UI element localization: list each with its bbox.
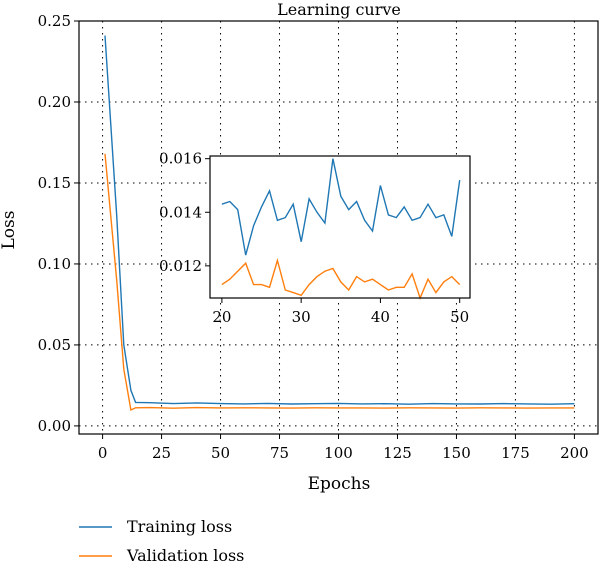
y-axis-label: Loss — [0, 211, 19, 250]
y-tick-label: 0.10 — [38, 255, 71, 273]
main-y-ticks: 0.00 0.05 0.10 0.15 0.20 0.25 — [38, 12, 79, 435]
main-series — [104, 35, 575, 412]
y-tick-label: 0.20 — [38, 93, 71, 111]
inset-background — [210, 156, 470, 298]
legend-label-validation: Validation loss — [126, 546, 244, 562]
inset-y-tick-label: 0.016 — [159, 150, 202, 168]
x-tick-label: 125 — [383, 444, 412, 462]
inset-x-ticks: 20 30 40 50 — [212, 298, 469, 326]
y-tick-label: 0.05 — [38, 336, 71, 354]
inset-y-ticks: 0.012 0.014 0.016 — [159, 150, 210, 275]
inset-x-tick-label: 20 — [212, 308, 231, 326]
x-tick-label: 75 — [270, 444, 289, 462]
inset-x-tick-label: 40 — [371, 308, 390, 326]
validation-loss-line — [104, 153, 575, 412]
inset-training-loss-line — [221, 158, 461, 256]
legend: Training loss Validation loss — [79, 517, 244, 562]
x-tick-label: 150 — [442, 444, 471, 462]
inset-x-tick-label: 30 — [292, 308, 311, 326]
y-tick-label: 0.25 — [38, 12, 71, 30]
chart-title: Learning curve — [277, 0, 401, 19]
x-tick-label: 200 — [560, 444, 589, 462]
training-loss-line — [104, 35, 575, 405]
x-tick-label: 100 — [324, 444, 353, 462]
legend-label-training: Training loss — [127, 517, 232, 536]
y-tick-label: 0.00 — [38, 417, 71, 435]
inset-plot-frame — [209, 155, 471, 299]
inset-x-tick-label: 50 — [450, 308, 469, 326]
x-tick-label: 50 — [211, 444, 230, 462]
inset-y-tick-label: 0.014 — [159, 203, 202, 221]
x-tick-label: 0 — [98, 444, 108, 462]
main-x-ticks: 0 25 50 75 100 125 150 175 200 — [98, 434, 589, 462]
x-axis-label: Epochs — [308, 474, 371, 494]
y-tick-label: 0.15 — [38, 174, 71, 192]
x-tick-label: 175 — [501, 444, 530, 462]
inset-y-tick-label: 0.012 — [159, 257, 202, 275]
x-tick-label: 25 — [152, 444, 171, 462]
inset-plot: 20 30 40 50 0.012 0.014 0.016 — [159, 150, 471, 326]
